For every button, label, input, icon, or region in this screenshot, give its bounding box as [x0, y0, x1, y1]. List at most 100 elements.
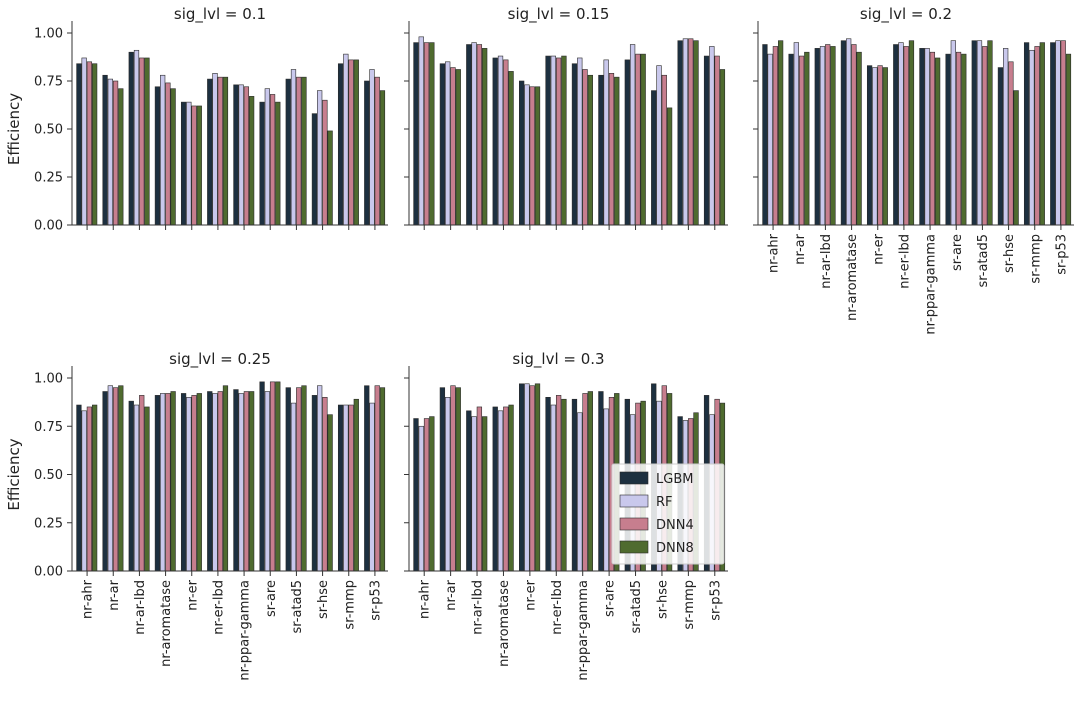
bar-lgbm-sr-hse: [997, 67, 1004, 226]
x-tick-label: sr-atad5: [629, 580, 644, 634]
y-tick-label: 0.00: [34, 219, 63, 234]
x-tick-label: sr-hse: [1002, 234, 1017, 273]
bar-dnn4-nr-ar: [798, 55, 805, 226]
bar-dnn4-nr-ar-lbd: [825, 44, 831, 226]
bar-dnn4-nr-ar: [112, 387, 119, 572]
bar-rf-nr-ar-lbd: [471, 42, 477, 226]
x-tick-label: sr-are: [950, 234, 965, 271]
bar-dnn4-sr-hse: [1008, 61, 1014, 226]
bar-rf-nr-ahr: [767, 53, 773, 226]
bar-rf-nr-er: [872, 67, 878, 226]
bar-dnn8-nr-ar-lbd: [830, 46, 836, 226]
y-tick-label: 0.50: [34, 123, 63, 138]
bar-dnn4-nr-er-lbd: [217, 391, 223, 572]
legend-swatch-rf: [619, 494, 649, 508]
bar-dnn8-nr-ppar-gamma: [587, 391, 593, 572]
bar-lgbm-nr-ar-lbd: [814, 48, 820, 226]
x-tick-label: sr-mmp: [682, 580, 697, 630]
x-tick-label: nr-ar: [793, 233, 808, 264]
bar-rf-nr-ar: [793, 42, 799, 226]
x-tick-label: nr-ar: [107, 579, 122, 610]
legend-swatch-lgbm: [619, 471, 649, 485]
legend-label: LGBM: [656, 472, 693, 487]
x-tick-label: nr-ar-lbd: [819, 234, 834, 289]
y-tick-label: 0.25: [34, 171, 63, 186]
bar-dnn4-sr-are: [608, 73, 615, 226]
bar-dnn4-sr-mmp: [348, 59, 354, 226]
bar-dnn8-nr-er: [196, 393, 202, 572]
bar-dnn8-nr-ahr: [429, 416, 435, 572]
bar-lgbm-nr-aromatase: [492, 57, 498, 226]
bar-dnn8-nr-ppar-gamma: [249, 391, 255, 572]
bar-lgbm-nr-er-lbd: [893, 44, 899, 226]
bar-dnn8-sr-are: [961, 53, 967, 226]
bar-rf-nr-er: [524, 84, 530, 226]
bar-lgbm-nr-aromatase: [840, 40, 847, 226]
bar-rf-nr-er: [524, 383, 530, 572]
bar-rf-nr-ppar-gamma: [238, 84, 244, 226]
bar-dnn4-nr-aromatase: [165, 393, 171, 572]
bar-rf-nr-ahr: [81, 57, 87, 226]
y-tick-label: 0.50: [34, 468, 63, 483]
bar-lgbm-nr-er: [866, 65, 873, 226]
bar-dnn4-nr-er: [529, 385, 535, 572]
bar-dnn4-sr-are: [955, 51, 962, 226]
panel-title: sig_lvl = 0.3: [512, 350, 604, 369]
bar-dnn8-sr-atad5: [987, 40, 993, 226]
bar-dnn4-nr-er: [191, 395, 197, 572]
bar-dnn8-sr-mmp: [353, 398, 359, 572]
bar-dnn4-sr-are: [269, 381, 276, 572]
x-tick-label: nr-aromatase: [497, 580, 512, 667]
y-tick-label: 0.25: [34, 516, 63, 531]
bar-dnn4-nr-er-lbd: [903, 46, 909, 226]
bar-dnn8-nr-er: [534, 383, 541, 572]
bar-lgbm-sr-hse: [651, 90, 657, 226]
panel-title: sig_lvl = 0.25: [169, 350, 271, 369]
bar-lgbm-sr-are: [598, 391, 604, 572]
bar-rf-nr-ar-lbd: [133, 49, 140, 226]
bar-dnn8-nr-ar: [455, 387, 461, 572]
bar-dnn8-sr-hse: [327, 414, 333, 572]
bar-dnn8-nr-aromatase: [170, 391, 176, 572]
bar-rf-nr-ppar-gamma: [577, 57, 583, 226]
bar-dnn8-nr-ppar-gamma: [587, 74, 593, 226]
bar-rf-sr-hse: [317, 385, 323, 572]
bar-lgbm-nr-ppar-gamma: [919, 48, 925, 226]
bar-dnn8-sr-mmp: [1039, 42, 1045, 226]
bar-dnn8-nr-ar-lbd: [144, 406, 150, 572]
bar-lgbm-nr-er: [180, 101, 187, 226]
x-tick-label: nr-aromatase: [159, 580, 174, 667]
bar-rf-nr-ar: [445, 61, 451, 226]
bar-dnn4-nr-aromatase: [503, 59, 509, 226]
bar-dnn4-sr-p53: [1060, 40, 1066, 226]
bar-rf-sr-are: [264, 391, 270, 572]
bar-lgbm-nr-ahr: [762, 44, 768, 226]
bar-rf-nr-ppar-gamma: [238, 393, 244, 572]
bar-dnn4-nr-aromatase: [851, 44, 857, 226]
x-tick-label: nr-er: [871, 233, 886, 264]
bar-dnn4-sr-p53: [374, 385, 380, 572]
bar-dnn8-nr-ppar-gamma: [249, 96, 255, 226]
bar-lgbm-nr-ppar-gamma: [571, 63, 578, 226]
y-tick-label: 1.00: [34, 372, 63, 387]
bar-lgbm-nr-er-lbd: [545, 396, 551, 572]
x-tick-label: nr-ar-lbd: [471, 580, 486, 635]
panel-title: sig_lvl = 0.2: [860, 5, 952, 24]
bar-lgbm-sr-mmp: [677, 40, 683, 226]
x-tick-label: nr-ppar-gamma: [238, 580, 253, 681]
bar-rf-nr-ppar-gamma: [924, 48, 930, 226]
bar-dnn8-nr-aromatase: [170, 88, 176, 226]
bar-dnn4-sr-mmp: [688, 38, 694, 226]
bar-lgbm-sr-atad5: [624, 59, 630, 226]
bar-lgbm-nr-aromatase: [154, 395, 161, 572]
bar-lgbm-sr-are: [945, 53, 951, 226]
panel-title: sig_lvl = 0.1: [174, 5, 266, 24]
y-tick-label: 0.00: [34, 565, 63, 580]
bar-dnn8-sr-hse: [1013, 90, 1019, 226]
bar-dnn4-nr-ppar-gamma: [243, 391, 250, 572]
bar-dnn8-nr-er-lbd: [908, 40, 915, 226]
x-tick-label: nr-ppar-gamma: [576, 580, 591, 681]
bar-lgbm-nr-ar-lbd: [466, 44, 472, 226]
bar-lgbm-nr-er-lbd: [545, 55, 551, 226]
bar-lgbm-nr-ar: [102, 391, 108, 572]
